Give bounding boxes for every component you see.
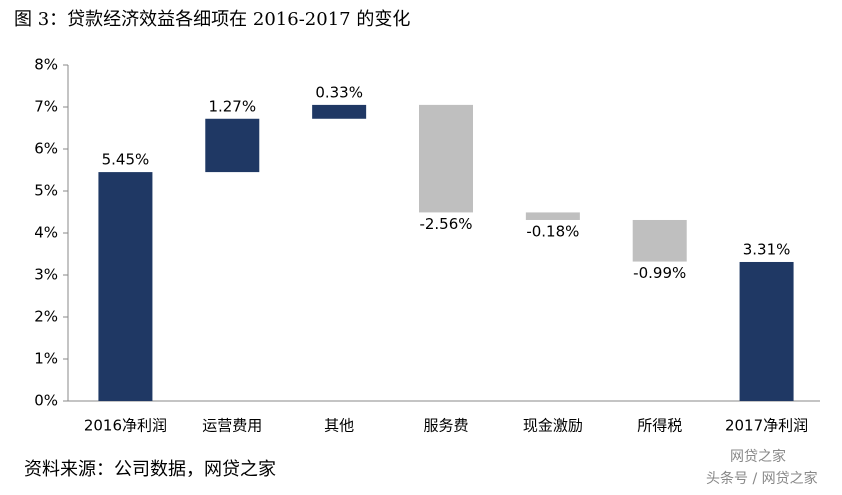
data-label: -2.56%: [419, 215, 472, 233]
y-tick-label: 6%: [34, 140, 58, 158]
bar: [98, 172, 153, 401]
x-tick-label: 其他: [324, 417, 354, 435]
x-tick-label: 2017净利润: [725, 417, 808, 435]
x-tick-label: 现金激励: [523, 417, 583, 435]
data-label: 0.33%: [315, 83, 363, 101]
x-tick-label: 2016净利润: [84, 417, 167, 435]
y-tick-label: 3%: [34, 266, 58, 284]
source-note: 资料来源：公司数据，网贷之家: [24, 459, 276, 480]
y-tick-label: 5%: [34, 182, 58, 200]
watermark: 头条号 / 网贷之家: [706, 470, 818, 487]
data-label: 1.27%: [208, 97, 256, 115]
y-tick-label: 2%: [34, 308, 58, 326]
bar: [205, 118, 260, 173]
watermark: 网贷之家: [730, 448, 786, 465]
y-tick-label: 1%: [34, 350, 58, 368]
y-tick-label: 7%: [34, 98, 58, 116]
data-label: -0.99%: [633, 264, 686, 282]
bar: [632, 219, 687, 262]
bar: [525, 212, 580, 220]
x-tick-label: 服务费: [423, 417, 468, 435]
data-label: 5.45%: [102, 151, 150, 169]
bar: [419, 104, 473, 213]
data-label: -0.18%: [526, 222, 579, 240]
x-tick-label: 运营费用: [202, 417, 262, 435]
bar: [312, 104, 367, 119]
bar: [739, 261, 794, 401]
x-tick-label: 所得税: [637, 417, 682, 435]
data-label: 3.31%: [743, 240, 791, 258]
y-tick-label: 0%: [34, 392, 58, 410]
y-tick-label: 8%: [34, 56, 58, 74]
y-tick-label: 4%: [34, 224, 58, 242]
chart-title: 图 3：贷款经济效益各细项在 2016-2017 的变化: [14, 9, 410, 30]
